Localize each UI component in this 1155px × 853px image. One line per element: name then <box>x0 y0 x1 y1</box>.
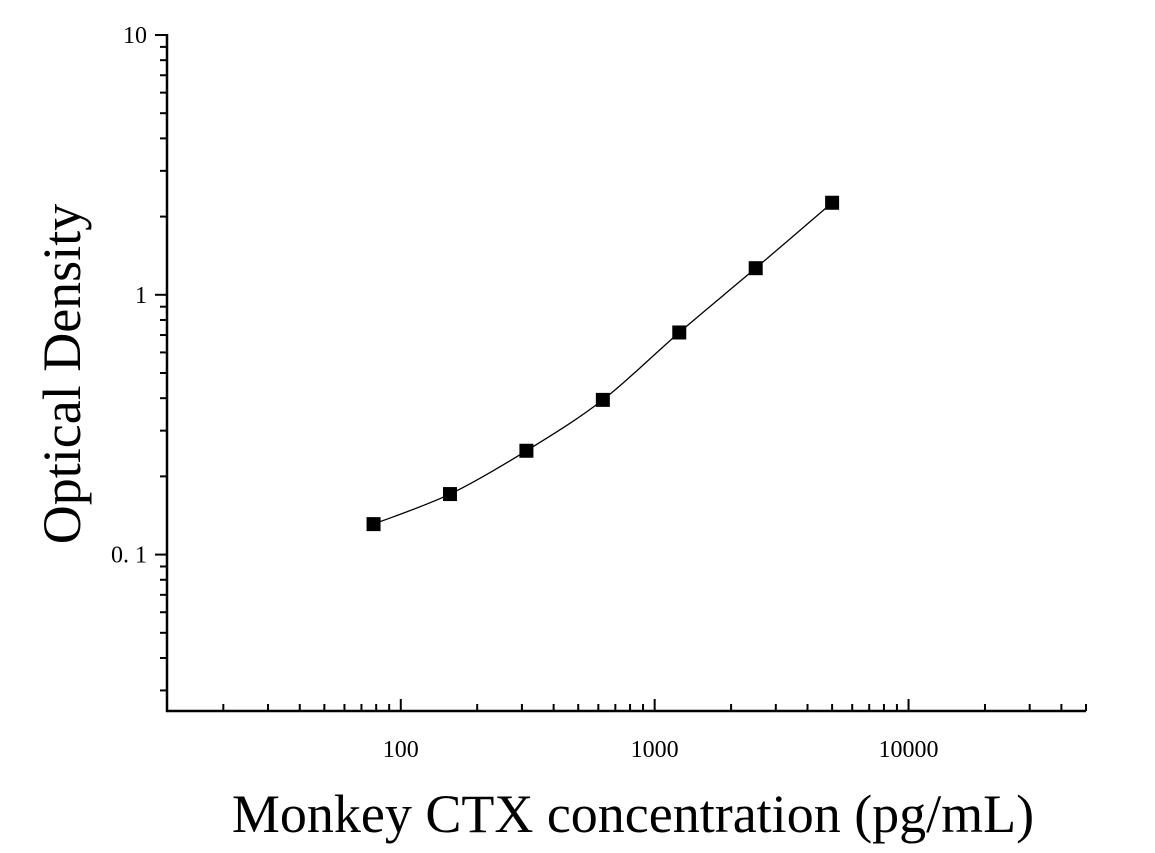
data-point <box>595 392 610 407</box>
y-axis-title: Optical Density <box>32 204 92 544</box>
x-tick-label: 10000 <box>879 737 939 763</box>
x-tick-label: 100 <box>383 737 419 763</box>
x-axis-ticks: 100 1000 10000 <box>222 699 1087 763</box>
y-tick-label: 1 <box>135 283 147 309</box>
x-axis-title: Monkey CTX concentration (pg/mL) <box>232 784 1034 844</box>
data-point <box>442 487 457 502</box>
data-points <box>366 195 840 532</box>
fit-curve-layer <box>373 202 833 525</box>
data-point <box>519 443 534 458</box>
data-point <box>672 325 687 340</box>
data-point <box>825 195 840 210</box>
data-point <box>366 517 381 532</box>
fit-curve <box>373 202 833 525</box>
axes <box>165 34 1086 713</box>
y-tick-label: 10 <box>123 23 147 49</box>
y-tick-label: 0. 1 <box>111 543 147 569</box>
y-axis-ticks: 0. 1 1 10 <box>111 23 167 692</box>
x-tick-label: 1000 <box>631 737 679 763</box>
data-point <box>748 261 763 276</box>
